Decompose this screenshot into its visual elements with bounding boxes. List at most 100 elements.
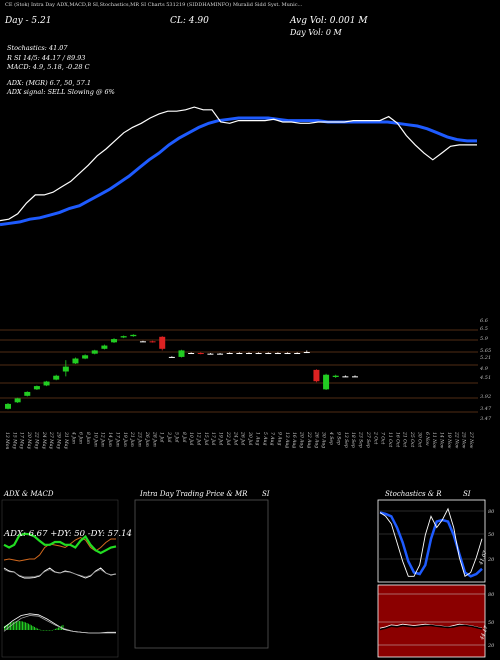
macd-histogram-bar — [52, 630, 53, 631]
close-label: CL: 4.90 — [170, 16, 209, 26]
candle-body — [332, 375, 339, 378]
adx-minus-di-line — [3, 536, 116, 562]
date-tick-label: 9 Sep — [335, 432, 341, 445]
date-tick-label: 17 May — [19, 432, 25, 449]
candle-body — [207, 353, 214, 355]
date-tick-label: 19 Jul — [218, 432, 224, 446]
candle-body — [178, 350, 185, 357]
date-tick-label: 26 Aug — [313, 431, 319, 448]
candle-body — [284, 353, 291, 355]
macd-histogram-bar — [50, 630, 52, 631]
candle-body — [265, 353, 272, 355]
intraday-panel — [134, 499, 269, 649]
price-tick-label: 5.21 — [480, 355, 491, 361]
stoch-tick-label: 80 — [488, 509, 495, 515]
date-tick-label: 24 May — [41, 431, 47, 449]
stat-adx-signal: ADX signal: SELL Slowing @ 6% — [7, 88, 115, 96]
date-tick-label: 31 May — [63, 432, 69, 449]
price-line — [0, 106, 477, 222]
intraday-panel-title: Intra Day Trading Price & MR — [140, 490, 248, 498]
macd-histogram-bar — [7, 624, 8, 630]
date-tick-label: 16 Oct — [394, 432, 400, 447]
price-tick-label: 3.47 — [480, 416, 492, 422]
macd-histogram-bar — [31, 625, 32, 630]
price-tick-label: 3.92 — [480, 394, 491, 400]
candle-body — [53, 375, 60, 380]
candle-body — [120, 336, 127, 338]
macd-histogram-bar — [44, 630, 46, 631]
date-tick-label: 24 Jul — [232, 431, 238, 446]
date-tick-label: 23 Jun — [137, 431, 143, 447]
macd-histogram-bar — [62, 624, 64, 630]
stat-rsi: R SI 14/5: 44.17 / 89.93 — [7, 53, 86, 62]
macd-histogram-bar — [13, 621, 14, 630]
date-tick-label: 18 Sep — [350, 432, 356, 448]
date-tick-label: 11 Oct — [387, 432, 393, 447]
date-tick-label: 19 Nov — [446, 432, 452, 449]
date-tick-label: 6 Nov — [424, 432, 430, 446]
macd-histogram-bar — [22, 621, 23, 630]
rsi-signal-line — [379, 624, 483, 631]
candle-body — [139, 341, 146, 343]
macd-histogram-bar — [40, 629, 41, 631]
adx-panel-title: ADX & MACD — [4, 490, 54, 498]
candle-body — [217, 353, 224, 355]
date-tick-label: 4 Jun — [70, 431, 76, 444]
macd-histogram-bar — [49, 630, 50, 631]
candle-body — [91, 350, 98, 354]
date-tick-label: 7 Oct — [380, 432, 386, 445]
candle-body — [303, 352, 310, 354]
date-tick-label: 29 May — [56, 431, 62, 449]
rsi-tick-label: 20 — [487, 643, 495, 649]
macd-histogram-bar — [16, 621, 17, 630]
date-tick-label: 27 Nov — [468, 431, 474, 449]
date-tick-label: 26 Jul — [240, 431, 246, 446]
date-tick-label: 5 Aug — [262, 432, 268, 445]
date-tick-label: 13 Mon — [4, 432, 10, 449]
adx-value-label: ADX: 6.67 +DY: 50 -DY: 57.14 — [3, 529, 132, 539]
date-tick-label: 15 May — [11, 432, 17, 449]
date-tick-label: 26 Jun — [144, 431, 150, 447]
macd-histogram-bar — [41, 630, 43, 631]
date-tick-label: 7 Aug — [269, 432, 275, 445]
date-tick-label: 20 May — [26, 431, 32, 449]
stat-stochastics: Stochastics: 41.07 — [7, 44, 68, 52]
candle-body — [43, 381, 50, 386]
price-tick-label: 4.51 — [479, 375, 491, 381]
date-tick-label: 14 Nov — [439, 432, 445, 449]
date-tick-label: 1 Aug — [254, 432, 260, 445]
macd-histogram-bar — [58, 627, 59, 630]
price-tick-label: 6.5 — [480, 326, 488, 332]
avg-volume-label: Avg Vol: 0.001 M — [290, 16, 368, 26]
date-tick-label: 22 Aug — [306, 431, 312, 448]
price-label: Day - 5.21 — [5, 16, 52, 26]
date-tick-label: 14 Jun — [107, 432, 113, 447]
candle-body — [197, 353, 204, 355]
rsi-tick-label: 50 — [488, 620, 495, 626]
date-tick-label: 13 Aug — [284, 432, 290, 448]
date-tick-label: 19 Jun — [122, 432, 128, 447]
stoch-k-line — [379, 511, 483, 578]
candle-body — [82, 355, 89, 359]
macd-histogram-bar — [17, 621, 19, 630]
macd-histogram-bar — [26, 623, 28, 630]
date-tick-label: 25 Nov — [461, 431, 467, 449]
indicator-stats: Stochastics: 41.07 R SI 14/5: 44.17 / 89… — [7, 44, 115, 98]
date-tick-label: 16 Aug — [291, 432, 297, 448]
date-tick-label: 30 Oct — [416, 432, 422, 447]
date-tick-label: 17 Jul — [210, 432, 216, 446]
candle-body — [342, 376, 349, 378]
candle-body — [130, 334, 137, 337]
macd-histogram-bar — [53, 629, 55, 631]
date-tick-label: 28 Jun — [151, 431, 157, 447]
candle-body — [24, 391, 31, 396]
stoch-tick-label: 20 — [487, 557, 495, 563]
chart-header: CE (Stok) Intra Day ADX,MACD,B SI,Stocha… — [5, 2, 303, 8]
macd-histogram-bar — [46, 630, 47, 631]
intraday-panel-frame — [134, 499, 269, 649]
date-tick-label: 5 Jul — [173, 432, 179, 443]
date-tick-label: 12 Jul — [196, 432, 202, 446]
macd-histogram-bar — [43, 630, 44, 631]
macd-histogram-bar — [20, 621, 22, 630]
